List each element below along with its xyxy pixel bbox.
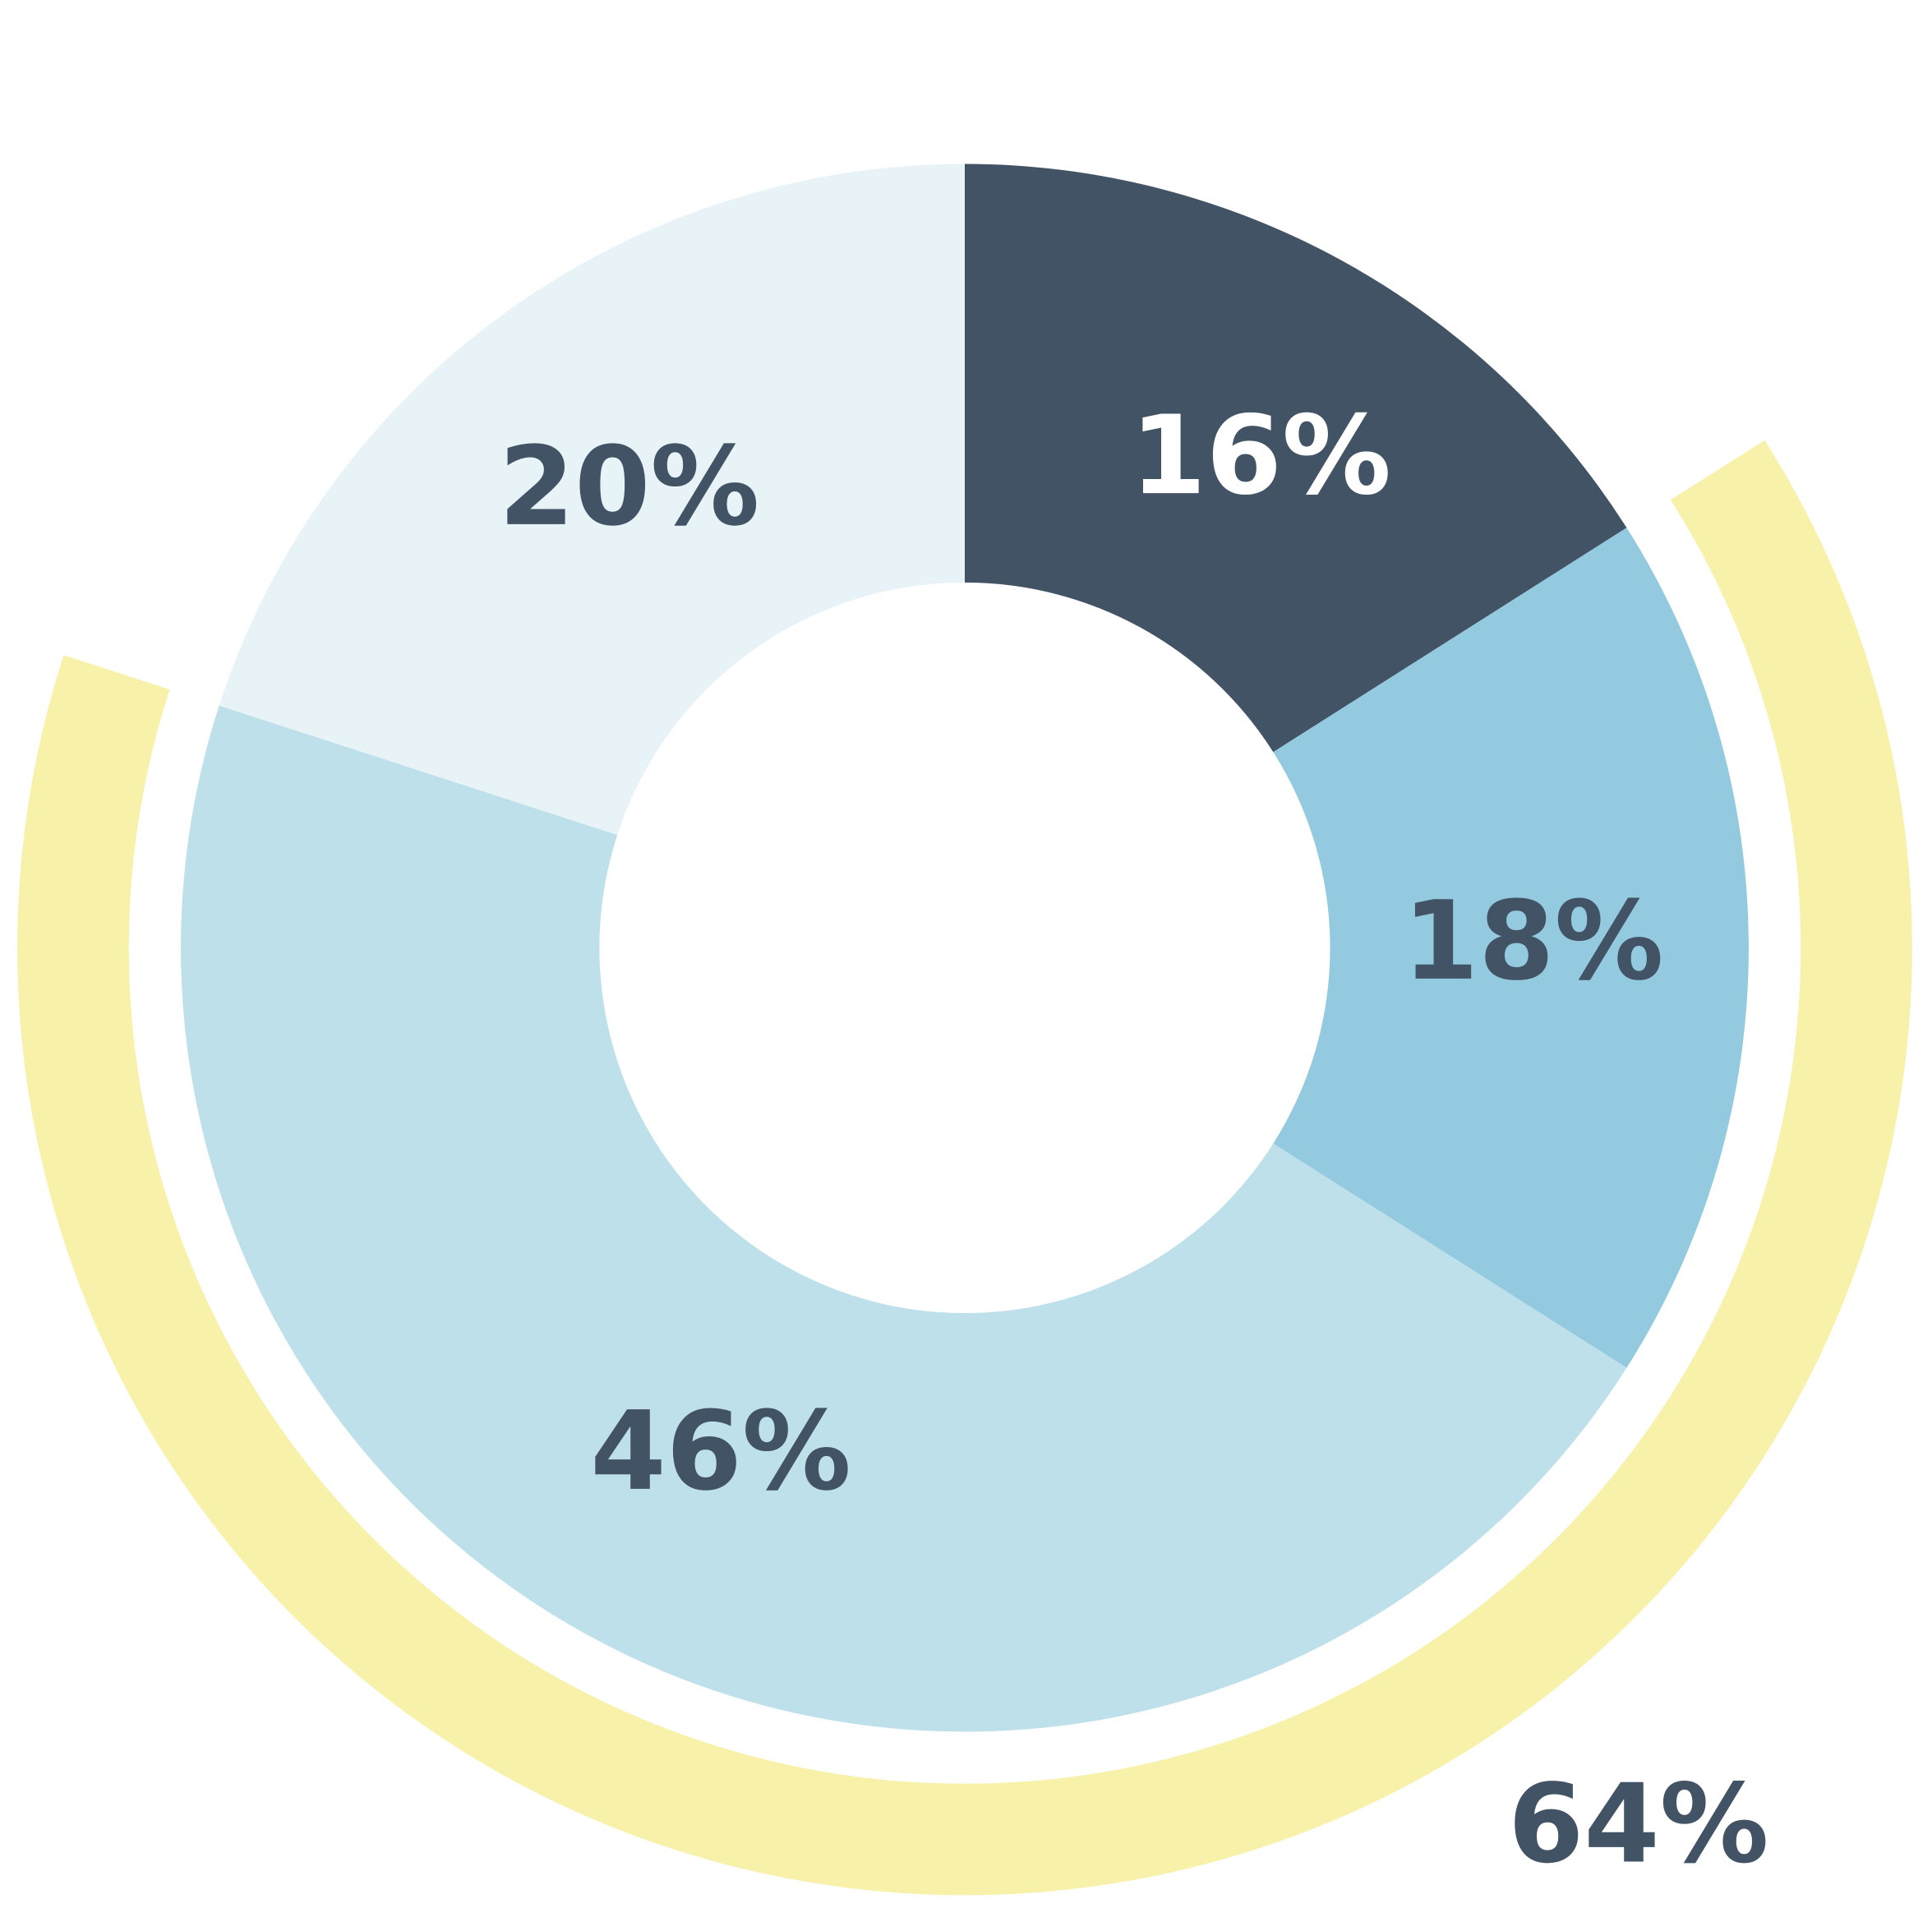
outer-arc-label-64: 64% [1508, 1761, 1768, 1887]
slice-46 [181, 705, 1627, 1732]
slice-label-18: 18% [1403, 878, 1663, 1005]
outer-arc-group [17, 440, 1912, 1896]
slices [181, 164, 1749, 1732]
slice-20 [219, 164, 965, 836]
slice-18 [1273, 528, 1749, 1368]
slice-16 [964, 164, 1627, 753]
slice-label-46: 46% [590, 1389, 851, 1515]
outer-arc-64 [17, 440, 1912, 1896]
slice-label-20: 20% [499, 424, 759, 551]
labels: 16% 18% 46% 20% 64% [499, 393, 1769, 1887]
slice-label-16: 16% [1130, 393, 1390, 519]
